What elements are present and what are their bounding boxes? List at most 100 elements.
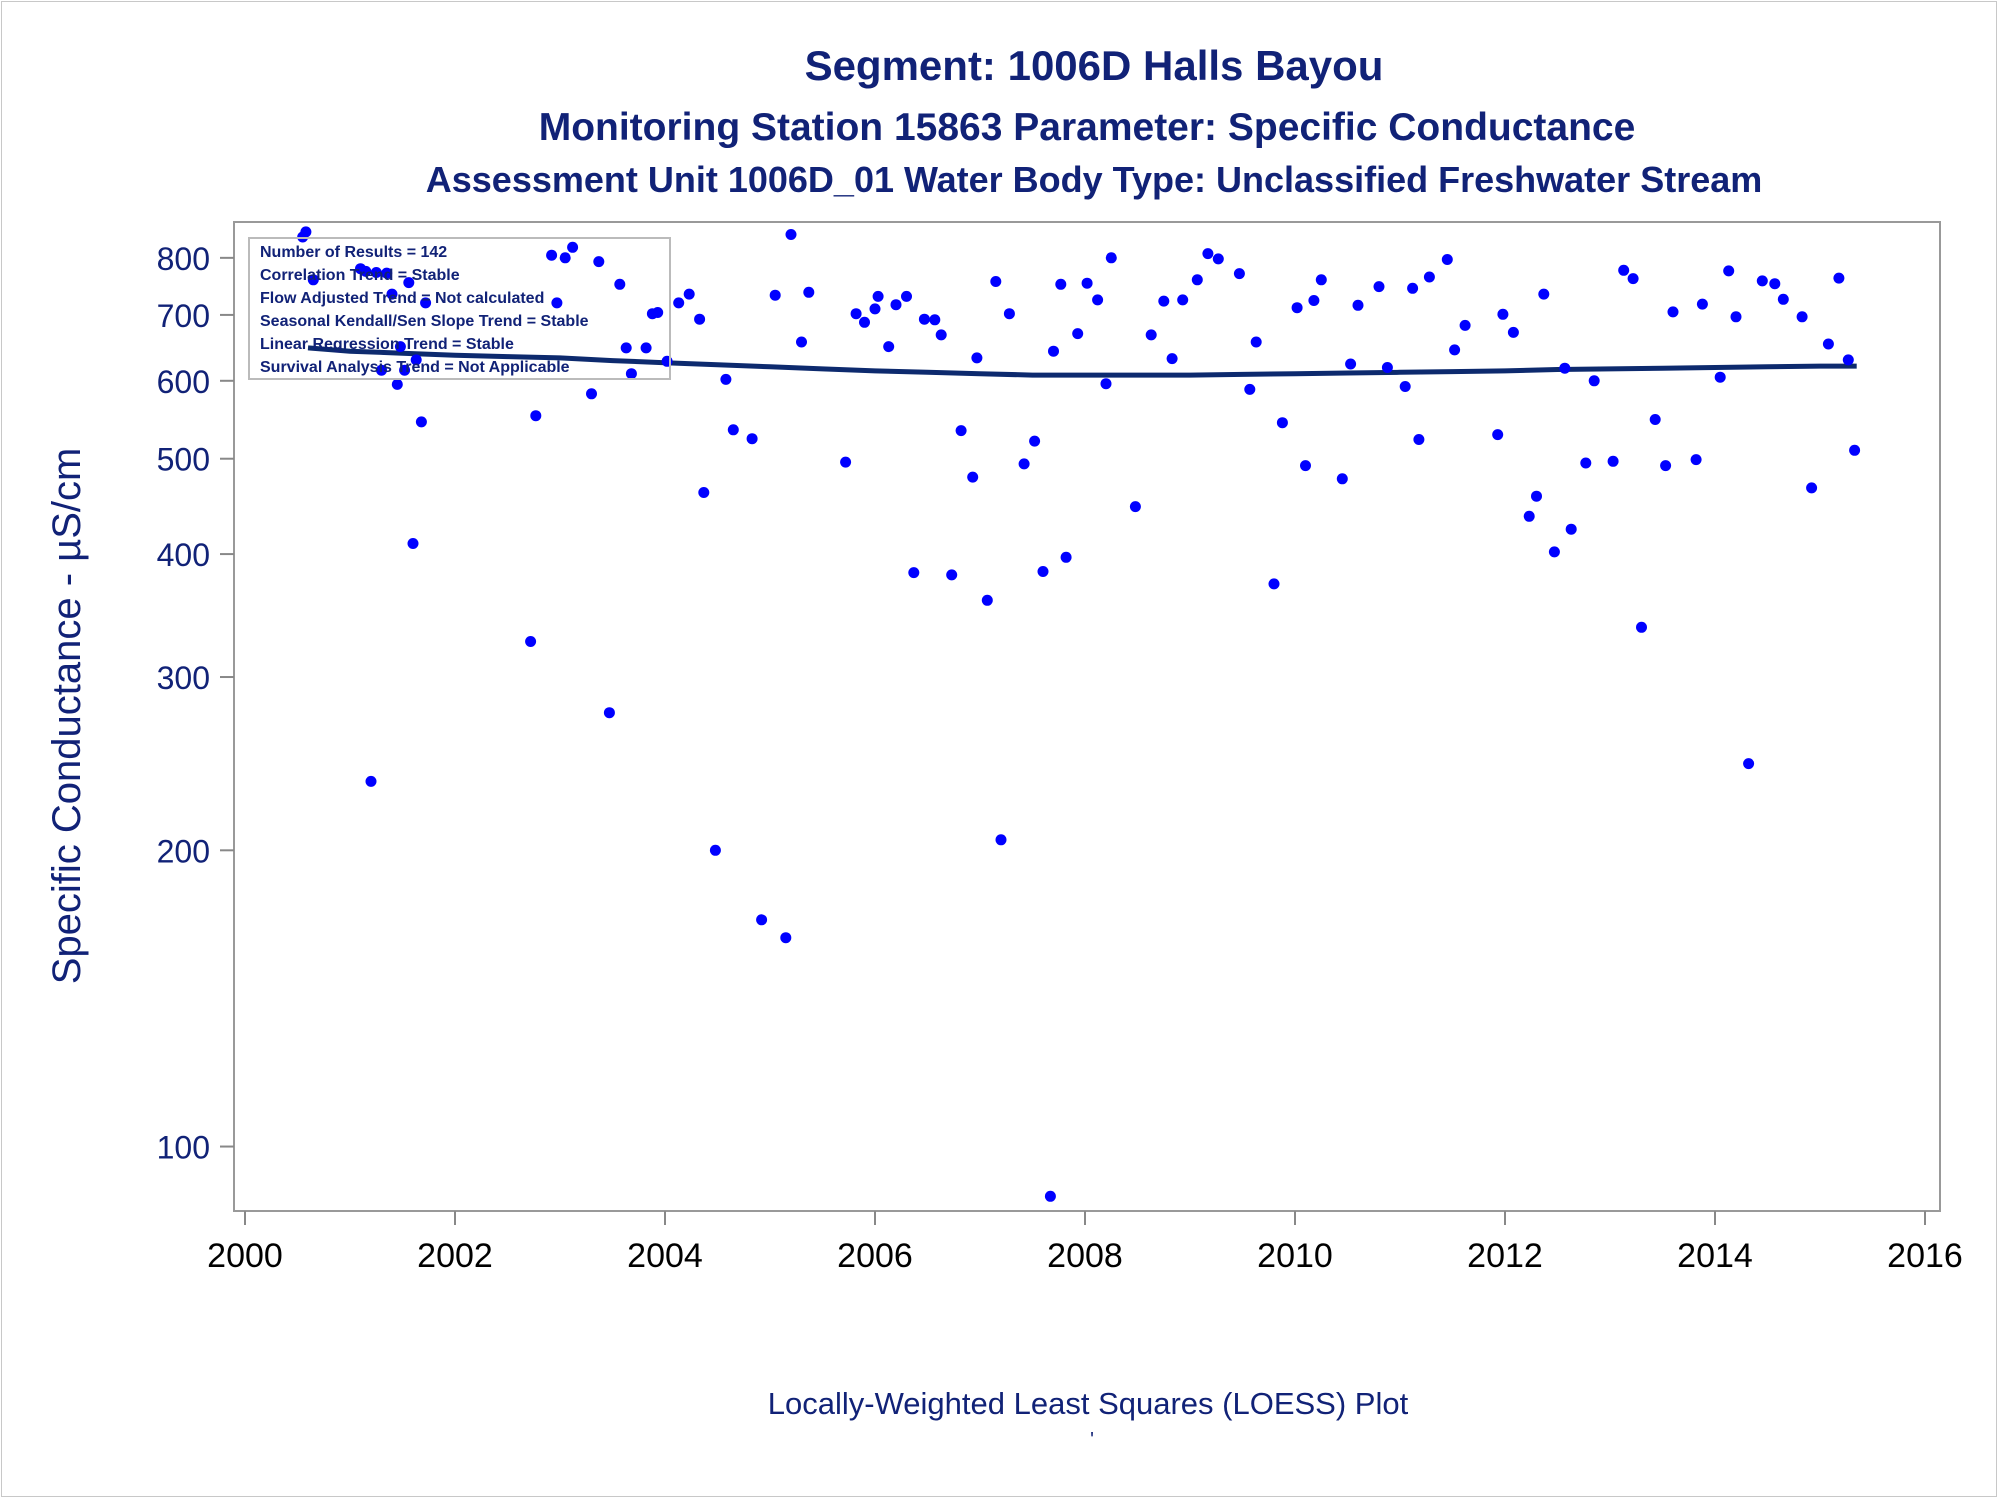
data-point	[1129, 501, 1141, 513]
data-point	[1315, 274, 1327, 286]
data-point	[1158, 295, 1170, 307]
data-point	[551, 297, 563, 309]
data-point	[1037, 566, 1049, 577]
data-point	[746, 433, 758, 445]
x-tick-label: 2016	[1887, 1237, 1963, 1275]
data-point	[1660, 460, 1672, 472]
x-tick-label: 2014	[1677, 1237, 1753, 1275]
data-point	[1202, 248, 1214, 260]
stats-line: Seasonal Kendall/Sen Slope Trend = Stabl…	[260, 313, 589, 330]
data-point	[1730, 311, 1742, 323]
data-point	[1092, 294, 1104, 306]
data-point	[1806, 482, 1818, 494]
data-point	[546, 249, 558, 261]
loess-trend	[307, 345, 1857, 378]
data-point	[995, 834, 1007, 846]
data-point	[1244, 383, 1256, 395]
data-point	[1649, 414, 1661, 425]
data-point	[1166, 353, 1178, 365]
data-point	[1308, 295, 1320, 306]
data-point	[683, 288, 695, 300]
data-point	[1777, 293, 1789, 305]
data-point	[1497, 308, 1509, 320]
data-point	[1756, 275, 1768, 287]
y-tick-label: 700	[157, 298, 210, 334]
x-tick-label: 2006	[837, 1237, 913, 1275]
data-point	[1018, 458, 1030, 470]
x-tick-label: 2012	[1467, 1237, 1543, 1275]
data-point	[1300, 460, 1311, 472]
data-point	[530, 410, 542, 422]
data-point	[1531, 490, 1542, 502]
data-point	[1048, 345, 1059, 357]
data-point	[386, 288, 398, 300]
data-point	[300, 226, 312, 238]
data-point	[769, 289, 781, 301]
data-point	[869, 303, 881, 315]
y-tick-label: 100	[157, 1130, 210, 1166]
y-tick-label: 200	[157, 833, 210, 869]
data-point	[1441, 254, 1453, 265]
data-point	[1029, 435, 1041, 447]
data-point	[360, 265, 372, 277]
data-point	[559, 252, 571, 264]
data-point	[1565, 523, 1577, 535]
data-point	[1523, 510, 1535, 522]
data-point	[381, 267, 393, 279]
data-point	[1373, 281, 1385, 293]
data-point	[1723, 265, 1735, 277]
data-point	[1769, 278, 1781, 290]
data-point	[1459, 319, 1471, 331]
data-point	[1492, 429, 1504, 441]
stats-line: Number of Results = 142	[260, 244, 447, 261]
data-point	[1336, 473, 1348, 485]
data-point	[859, 316, 870, 328]
data-point	[1081, 277, 1093, 289]
data-point	[403, 277, 415, 289]
data-point	[1696, 298, 1708, 310]
data-point	[399, 364, 411, 376]
data-point	[840, 456, 852, 468]
data-point	[1381, 362, 1393, 373]
data-point	[1822, 338, 1834, 350]
data-point	[785, 229, 797, 240]
y-tick-label: 600	[157, 364, 210, 400]
x-axis: 2000 2002 2004 2006 2008 2010 2012 2014 2016	[207, 1211, 1963, 1275]
data-point	[1833, 272, 1845, 284]
data-point	[1618, 264, 1630, 276]
data-point	[1407, 282, 1419, 294]
data-point	[1233, 268, 1245, 280]
data-point	[1072, 328, 1084, 340]
data-point	[603, 707, 615, 719]
plot-area	[233, 221, 1941, 1212]
data-point	[1268, 578, 1280, 590]
data-point	[1842, 354, 1854, 366]
data-point	[890, 299, 902, 311]
y-axis-label: Specific Conductance - µS/cm	[45, 448, 89, 985]
data-point	[1607, 455, 1619, 467]
data-point	[365, 775, 377, 787]
data-point	[391, 378, 403, 390]
data-point	[307, 274, 319, 286]
data-point	[1100, 378, 1112, 390]
data-point	[1276, 417, 1288, 429]
data-point	[698, 487, 710, 498]
stats-line: Linear Regression Trend = Stable	[260, 336, 514, 353]
data-point	[1191, 274, 1203, 286]
x-tick-label: 2002	[417, 1237, 493, 1275]
data-point	[1003, 308, 1015, 320]
data-point	[946, 569, 958, 581]
data-point	[971, 352, 983, 364]
data-point	[673, 297, 685, 309]
data-point	[1044, 1190, 1056, 1202]
data-point	[756, 914, 768, 926]
data-point	[1060, 551, 1072, 563]
data-point	[796, 336, 807, 348]
chart-subtitle: Monitoring Station 15863 Parameter: Spec…	[539, 106, 1636, 149]
data-point	[1212, 253, 1224, 265]
data-point	[908, 567, 920, 579]
data-point	[1690, 454, 1702, 466]
data-point	[1413, 434, 1425, 445]
x-tick-label: 2008	[1047, 1237, 1123, 1275]
